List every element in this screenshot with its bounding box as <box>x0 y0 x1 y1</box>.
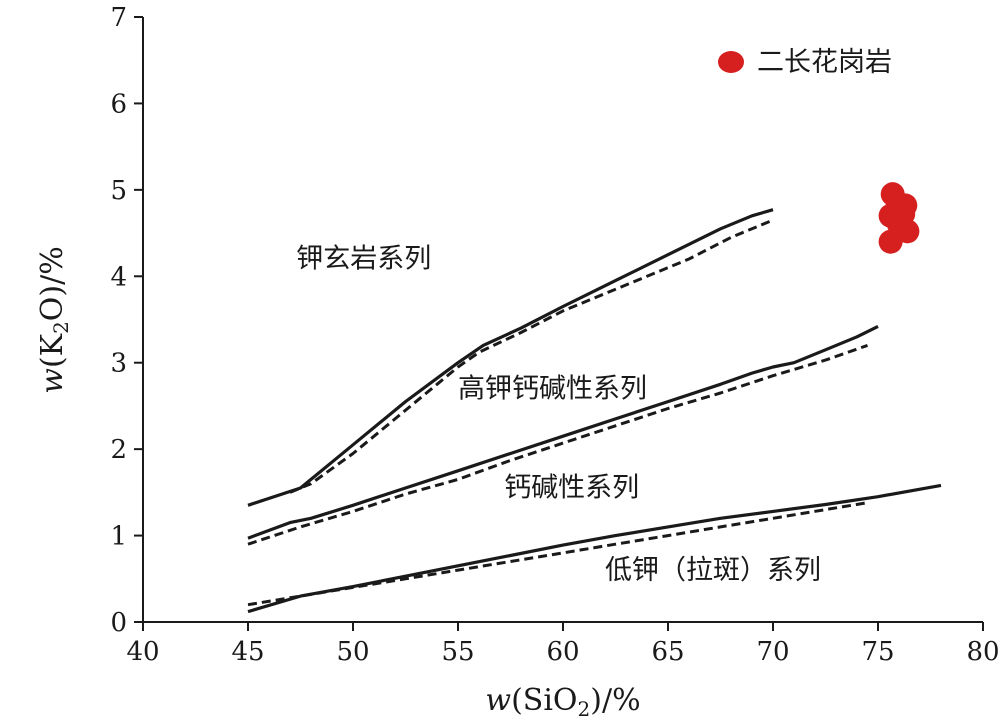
x-axis-title: w(SiO2)/% <box>485 683 640 721</box>
x-tick-label: 55 <box>441 637 474 667</box>
x-tick-label: 70 <box>756 637 789 667</box>
x-ticks: 40 45 50 55 60 65 70 75 80 <box>126 622 1000 667</box>
region-label: 钙碱性系列 <box>504 473 639 504</box>
region-label: 钾玄岩系列 <box>296 244 431 275</box>
boundary-line-solid-2 <box>247 324 879 540</box>
y-tick-label: 5 <box>110 176 127 206</box>
boundary-line-dashed-3 <box>247 343 868 546</box>
y-tick-label: 6 <box>110 89 127 119</box>
boundary-line-solid-0 <box>247 208 774 507</box>
boundary-line-dashed-5 <box>247 501 868 607</box>
boundary-line-dashed-1 <box>289 218 774 494</box>
x-tick-label: 75 <box>861 637 894 667</box>
region-label: 低钾（拉斑）系列 <box>605 555 821 586</box>
x-tick-label: 50 <box>336 637 369 667</box>
scatter-points <box>878 182 920 254</box>
x-tick-label: 40 <box>126 637 159 667</box>
plot-lines <box>247 208 942 614</box>
y-tick-label: 0 <box>110 608 127 638</box>
legend: 二长花岗岩 <box>718 47 892 78</box>
y-axis-title: w(K2O)/% <box>35 246 73 393</box>
y-tick-label: 1 <box>110 522 127 552</box>
y-tick-label: 3 <box>110 349 127 379</box>
x-tick-label: 45 <box>231 637 264 667</box>
region-label: 高钾钙碱性系列 <box>458 373 647 404</box>
legend-label: 二长花岗岩 <box>757 47 892 78</box>
x-tick-label: 80 <box>966 637 999 667</box>
y-ticks: 0 1 2 3 4 5 6 7 <box>110 3 143 638</box>
y-tick-label: 4 <box>110 262 127 292</box>
y-tick-label: 7 <box>110 3 127 33</box>
x-tick-label: 60 <box>546 637 579 667</box>
legend-marker <box>718 51 744 73</box>
x-tick-label: 65 <box>651 637 684 667</box>
y-tick-label: 2 <box>110 435 127 465</box>
scatter-point <box>895 219 920 244</box>
